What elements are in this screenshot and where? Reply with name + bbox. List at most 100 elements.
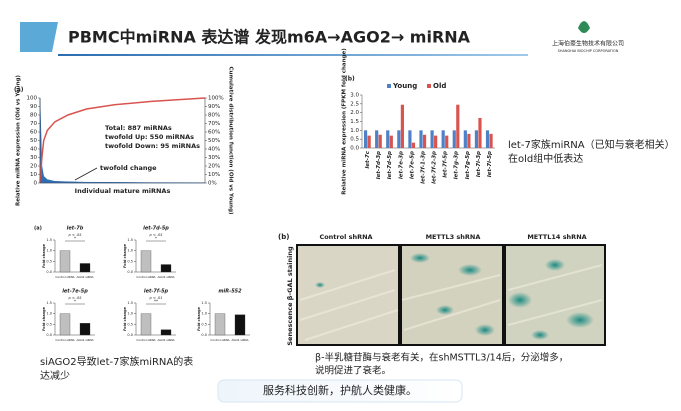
y-tick-label: 3.0 bbox=[350, 93, 359, 99]
y-tick-label: 1.5 bbox=[127, 238, 133, 242]
y-tick-label: 0.5 bbox=[46, 322, 52, 326]
bar bbox=[430, 130, 434, 148]
x-tick-label: let-7d-3p bbox=[376, 151, 382, 179]
y-tick-label: 1.0 bbox=[350, 128, 359, 134]
y-tick-label: 0.5 bbox=[350, 137, 359, 143]
annotation: p < .05 bbox=[149, 233, 164, 237]
bar bbox=[441, 130, 445, 148]
y2-tick-label: 90% bbox=[208, 104, 220, 110]
y2-tick-label: 80% bbox=[208, 113, 220, 119]
annotation: Total: 887 miRNAs bbox=[105, 124, 172, 132]
x-tick-label: AGO2 siRNA bbox=[76, 275, 93, 279]
y-tick-label: 0.0 bbox=[46, 270, 52, 274]
annotation: * bbox=[74, 299, 76, 304]
x-axis-label: Individual mature miRNAs bbox=[75, 187, 171, 195]
bar bbox=[378, 134, 382, 148]
title-accent bbox=[20, 22, 58, 52]
annotation: * bbox=[74, 236, 76, 241]
legend-swatch bbox=[387, 84, 391, 88]
annotation: twofold change bbox=[100, 164, 157, 172]
y-tick-label: 0.0 bbox=[350, 146, 359, 152]
logo-subtext: SHANGHAI BIOCHIP CORPORATION bbox=[558, 49, 619, 53]
annotation: p < .01 bbox=[149, 296, 163, 300]
chart-title: let-7f-5p bbox=[144, 289, 169, 295]
panel-label: (a) bbox=[34, 226, 42, 232]
bar bbox=[375, 130, 379, 148]
image-panel: (b) Senescence β-GAL staining Control sh… bbox=[278, 233, 606, 346]
y-tick-label: 0.5 bbox=[46, 259, 52, 263]
y-axis-label: Fold change bbox=[42, 306, 46, 331]
bar bbox=[422, 134, 427, 148]
bar bbox=[400, 104, 404, 148]
y-axis-label: Fold change bbox=[42, 243, 46, 268]
bar bbox=[79, 263, 91, 273]
y-axis-label: Relative miRNA expression (FPKM fold cha… bbox=[342, 48, 348, 195]
chart-title: let-7d-5p bbox=[143, 226, 169, 232]
bar bbox=[489, 133, 493, 148]
note-text: let-7家族miRNA（已知与衰老相关） bbox=[508, 138, 675, 151]
y-tick-label: 80 bbox=[30, 113, 37, 119]
bar bbox=[419, 130, 423, 148]
x-tick-label: let-7e-3p bbox=[398, 151, 404, 179]
y-axis-label: Fold change bbox=[123, 243, 127, 268]
y-tick-label: 0.5 bbox=[201, 322, 207, 326]
note-text: siAGO2导致let-7家族miRNA的表 bbox=[40, 355, 193, 368]
note-text: 达减少 bbox=[40, 370, 70, 382]
bar bbox=[445, 135, 449, 148]
y-tick-label: 1.0 bbox=[46, 312, 52, 316]
bar bbox=[478, 117, 482, 148]
image-ylabel: Senescence β-GAL staining bbox=[286, 246, 294, 346]
y-tick-label: 1.0 bbox=[201, 312, 207, 316]
footer-text: 服务科技创新，护航人类健康。 bbox=[263, 383, 417, 397]
x-tick-label: Control siRNA bbox=[210, 338, 229, 342]
y-axis-label: Relative miRNA expression (Old vs Young) bbox=[16, 75, 22, 206]
caption: β-半乳糖苷酶与衰老有关，在shMSTTL3/14后，分泌增多， bbox=[315, 352, 568, 364]
bar bbox=[434, 135, 438, 148]
y-tick-label: 1.5 bbox=[127, 301, 133, 305]
x-tick-label: let-7f-2-3p bbox=[432, 151, 438, 184]
chart-title: let-7b bbox=[67, 226, 84, 232]
y-tick-label: 1.5 bbox=[350, 119, 359, 125]
x-tick-label: let-7c bbox=[365, 150, 371, 168]
legend-label: Old bbox=[433, 82, 446, 90]
x-tick-label: let-7g-3p bbox=[454, 151, 460, 179]
line bbox=[39, 97, 206, 184]
image-column-title: Control shRNA bbox=[319, 233, 372, 241]
y2-tick-label: 40% bbox=[208, 147, 220, 153]
x-tick-label: Control siRNA bbox=[55, 338, 74, 342]
title-rule bbox=[58, 54, 528, 56]
bar bbox=[411, 142, 416, 148]
y2-tick-label: 10% bbox=[208, 172, 220, 178]
x-tick-label: let-7f-1-3p bbox=[420, 151, 426, 184]
x-tick-label: Control siRNA bbox=[136, 338, 155, 342]
x-tick-label: Control siRNA bbox=[136, 275, 155, 279]
annotation-arrow bbox=[74, 167, 98, 181]
bar bbox=[160, 264, 172, 273]
y-tick-label: 100 bbox=[27, 96, 38, 102]
y-tick-label: 30 bbox=[30, 155, 37, 161]
x-tick-label: AGO2 siRNA bbox=[157, 275, 174, 279]
y-tick-label: 70 bbox=[30, 121, 37, 127]
y-tick-label: 2.5 bbox=[350, 101, 359, 107]
x-tick-label: AGO2 siRNA bbox=[76, 338, 93, 342]
panel-label: (b) bbox=[278, 233, 289, 241]
x-tick-label: Control siRNA bbox=[55, 275, 74, 279]
annotation: twofold Up: 550 miRNAs bbox=[105, 133, 194, 141]
bar bbox=[59, 250, 71, 273]
y-tick-label: 0.0 bbox=[201, 333, 207, 337]
bar bbox=[79, 323, 91, 336]
bar bbox=[456, 104, 460, 148]
y-tick-label: 0.0 bbox=[127, 270, 133, 274]
logo-icon bbox=[578, 21, 590, 33]
bar bbox=[467, 133, 471, 148]
image-column-title: METTL14 shRNA bbox=[527, 233, 586, 241]
bar bbox=[160, 329, 172, 336]
bar bbox=[386, 130, 390, 148]
y2-tick-label: 0% bbox=[208, 181, 217, 187]
bar bbox=[474, 130, 479, 148]
y-tick-label: 1.5 bbox=[46, 238, 52, 242]
legend-label: Young bbox=[392, 82, 417, 90]
bar bbox=[140, 250, 152, 273]
y-tick-label: 0.5 bbox=[127, 259, 133, 263]
bar bbox=[463, 130, 467, 148]
